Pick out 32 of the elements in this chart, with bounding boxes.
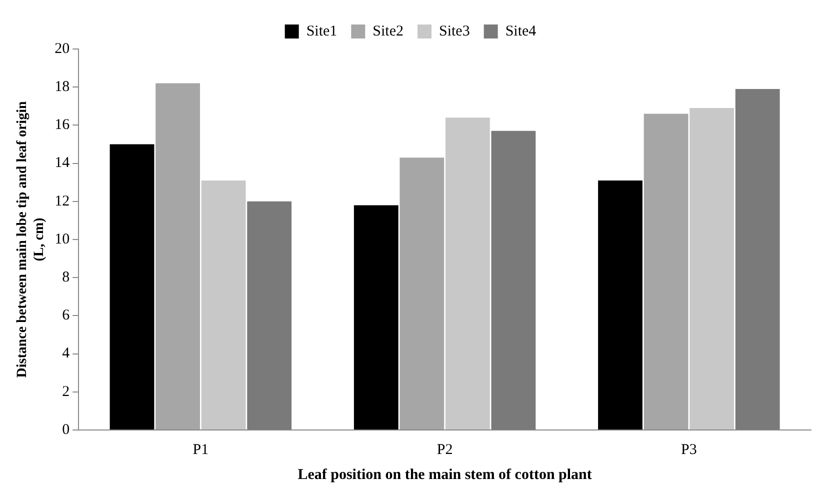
bar: [735, 89, 780, 430]
y-axis-title: Distance between main lobe tip and leaf origin (L, cm): [15, 101, 47, 378]
x-tick-label: P3: [681, 442, 697, 458]
bar: [156, 83, 200, 430]
y-tick-label: 12: [54, 193, 70, 210]
y-tick-label: 2: [62, 384, 70, 400]
bar: [598, 180, 642, 430]
x-tick-label: P1: [192, 442, 209, 458]
y-tick-label: 16: [54, 117, 70, 134]
legend-label: Site4: [505, 23, 537, 40]
y-tick-label: 18: [54, 79, 70, 96]
legend-label: Site3: [439, 23, 470, 40]
bar: [110, 144, 154, 430]
bar: [690, 108, 734, 430]
x-tick-label: P2: [436, 442, 453, 458]
y-tick-label: 14: [54, 155, 70, 172]
legend-label: Site1: [306, 23, 338, 40]
y-tick-label: 8: [62, 270, 70, 286]
bar: [201, 180, 246, 430]
bar: [491, 130, 536, 430]
bar: [354, 205, 398, 430]
y-tick-label: 20: [54, 40, 70, 57]
y-tick-label: 10: [54, 231, 70, 248]
x-axis-title: Leaf position on the main stem of cotton plant: [298, 466, 592, 483]
bar: [400, 158, 444, 430]
bar: [445, 118, 490, 430]
bar: [644, 114, 688, 430]
bar: [247, 201, 292, 430]
y-tick-label: 0: [62, 422, 70, 438]
legend-label: Site2: [372, 23, 404, 40]
y-tick-label: 4: [62, 346, 70, 362]
y-tick-label: 6: [62, 308, 70, 324]
